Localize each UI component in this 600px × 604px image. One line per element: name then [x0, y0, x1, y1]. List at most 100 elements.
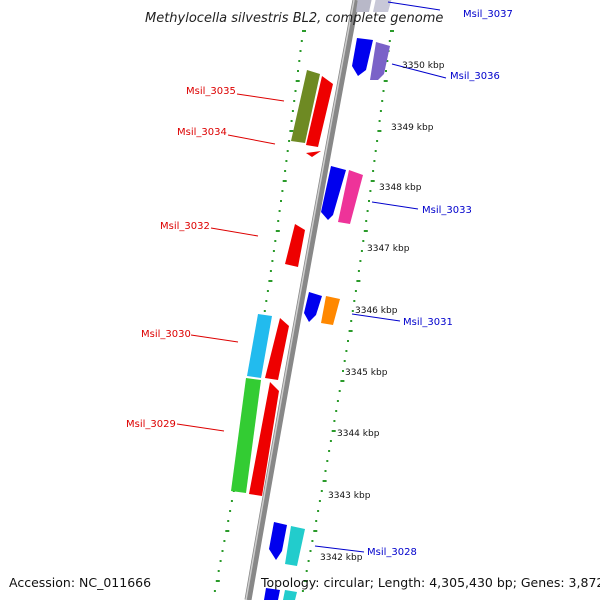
gene-feature-3031a[interactable] — [304, 292, 322, 322]
guide-dot — [357, 270, 360, 272]
guide-dot — [386, 60, 389, 62]
guide-dot — [372, 170, 375, 172]
kbp-label: 3346 kbp — [355, 306, 398, 316]
leader-lines — [176, 1, 447, 553]
gene-feature-3029a[interactable] — [231, 378, 261, 493]
guide-dot — [376, 140, 379, 142]
kbp-label: 3348 kbp — [379, 183, 422, 193]
guide-dot — [271, 260, 274, 262]
guide-dot — [315, 520, 318, 522]
guide-dot — [383, 80, 388, 82]
guide-dot — [299, 50, 302, 52]
guide-dot — [313, 530, 318, 532]
guide-dot — [379, 110, 382, 112]
guide-dot — [282, 180, 287, 182]
gene-label-msil-3037[interactable]: Msil_3037 — [463, 9, 513, 20]
gene-label-msil-3028[interactable]: Msil_3028 — [367, 547, 417, 558]
genome-backbone-highlight — [245, 0, 355, 601]
guide-dot — [301, 590, 304, 592]
guide-dot — [290, 120, 293, 122]
guide-dot — [286, 150, 289, 152]
guide-dot — [331, 430, 336, 432]
kbp-label: 3342 kbp — [320, 553, 363, 563]
guide-dot — [268, 280, 273, 282]
gene-feature-3030b[interactable] — [265, 318, 289, 380]
guide-dot — [333, 420, 336, 422]
guide-dot — [221, 550, 224, 552]
gene-label-msil-3034[interactable]: Msil_3034 — [177, 127, 227, 138]
guide-dot — [291, 110, 294, 112]
gene-label-msil-3032[interactable]: Msil_3032 — [160, 221, 210, 232]
gene-feature-3031b[interactable] — [321, 296, 340, 325]
guide-dot — [369, 190, 372, 192]
guide-dot — [305, 570, 308, 572]
gene-label-msil-3033[interactable]: Msil_3033 — [422, 205, 472, 216]
guide-dot — [288, 140, 291, 142]
gene-label-msil-3036[interactable]: Msil_3036 — [450, 71, 500, 82]
guide-dot — [213, 590, 216, 592]
guide-dot — [366, 210, 369, 212]
guide-dot — [229, 510, 232, 512]
gene-feature-3033b[interactable] — [338, 170, 363, 224]
map-title: Methylocella silvestris BL2, complete ge… — [145, 11, 443, 26]
kbp-label: 3349 kbp — [391, 123, 434, 133]
guide-dot — [324, 470, 327, 472]
gene-feature-3035[interactable] — [291, 70, 320, 143]
guide-dot — [329, 440, 332, 442]
guide-dot — [277, 220, 280, 222]
gene-feature-3029b[interactable] — [249, 382, 279, 496]
gene-feature-3034b[interactable] — [306, 151, 321, 157]
guide-dot — [365, 220, 368, 222]
kbp-ticks: 3350 kbp 3349 kbp 3348 kbp 3347 kbp 3346… — [320, 61, 445, 563]
gene-feature-bottom-b[interactable] — [283, 590, 297, 600]
gene-feature-3032[interactable] — [285, 224, 305, 267]
gene-label-msil-3030[interactable]: Msil_3030 — [141, 329, 191, 340]
gene-label-msil-3031[interactable]: Msil_3031 — [403, 317, 453, 328]
gene-feature-3028b[interactable] — [285, 526, 305, 566]
guide-dot — [302, 30, 306, 32]
guide-dot — [370, 180, 375, 182]
gene-feature-3036b[interactable] — [370, 42, 390, 80]
gene-feature-3037b[interactable] — [373, 0, 392, 12]
guide-dot — [309, 550, 312, 552]
topology-text: Topology: circular; Length: 4,305,430 bp… — [260, 575, 600, 590]
kbp-label: 3347 kbp — [367, 244, 410, 254]
guide-dot — [275, 230, 280, 232]
guide-dot — [297, 70, 299, 72]
guide-dot — [322, 480, 327, 482]
gene-feature-3034a[interactable] — [306, 76, 333, 147]
guide-dot — [289, 130, 294, 132]
guide-dot — [225, 530, 230, 532]
guide-dot — [342, 370, 344, 372]
guide-dot — [350, 320, 353, 322]
guide-dot — [307, 560, 310, 562]
gene-label-msil-3029[interactable]: Msil_3029 — [126, 419, 176, 430]
gene-feature-3030a[interactable] — [247, 314, 272, 378]
guide-dot — [219, 560, 222, 562]
genome-backbone — [244, 0, 360, 601]
guide-dot — [335, 410, 338, 412]
guide-dot — [318, 500, 321, 502]
guide-dot — [263, 310, 266, 312]
guide-dot — [347, 340, 349, 342]
guide-dot — [285, 160, 288, 162]
guide-dot — [284, 170, 287, 172]
gene-feature-3037a[interactable] — [356, 0, 372, 12]
guide-dot — [278, 210, 281, 212]
guide-dot — [269, 270, 272, 272]
gene-feature-3028a[interactable] — [269, 522, 287, 560]
gene-feature-bottom-a[interactable] — [264, 588, 280, 600]
guide-dot — [362, 240, 365, 242]
guide-dot — [345, 350, 348, 352]
gene-feature-3033a[interactable] — [321, 166, 346, 220]
kbp-label: 3344 kbp — [337, 429, 380, 439]
guide-dot — [351, 310, 354, 312]
gene-label-msil-3035[interactable]: Msil_3035 — [186, 86, 236, 97]
kbp-label: 3343 kbp — [328, 491, 371, 501]
guide-dot — [377, 130, 382, 132]
guide-dot — [359, 260, 362, 262]
gene-feature-3036a[interactable] — [352, 38, 373, 76]
guide-dot — [223, 540, 226, 542]
